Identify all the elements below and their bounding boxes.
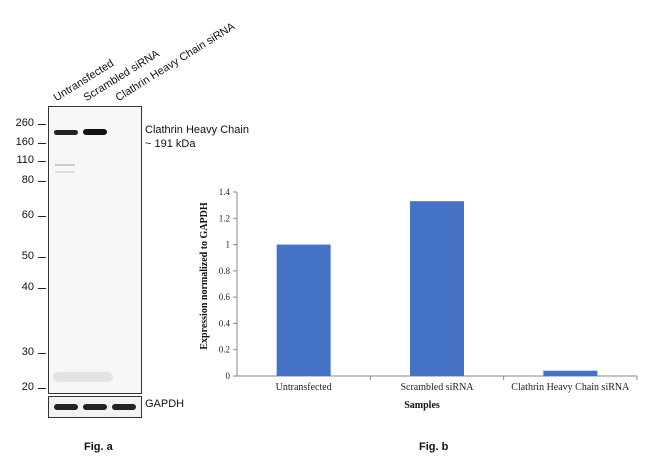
bar-1 [410, 201, 464, 376]
gapdh-band-3 [112, 404, 136, 410]
x-tick-label-0: Untransfected [276, 382, 332, 393]
mw-110-tick [38, 161, 46, 162]
gapdh-label: GAPDH [145, 398, 185, 410]
blot-membrane [48, 106, 142, 394]
faint-band-1 [55, 164, 75, 166]
mw-60: 60 [21, 209, 34, 221]
band-lane-1 [54, 130, 78, 135]
y-tick-label-4: 0.8 [219, 266, 231, 276]
gapdh-band-1 [54, 404, 78, 410]
gapdh-band-2 [83, 404, 107, 410]
y-tick-label-5: 1 [226, 240, 231, 250]
band-lane-2 [83, 129, 107, 135]
mw-20: 20 [21, 381, 34, 393]
x-tick-label-2: Clathrin Heavy Chain siRNA [511, 382, 630, 393]
y-tick-label-0: 0 [226, 371, 231, 381]
mw-80: 80 [21, 174, 34, 186]
y-tick-label-3: 0.6 [219, 292, 231, 302]
mw-30-tick [38, 353, 46, 354]
mw-50: 50 [21, 250, 34, 262]
dye-front [53, 372, 113, 382]
mw-50-tick [38, 257, 46, 258]
y-tick-label-6: 1.2 [219, 213, 230, 223]
mw-260: 260 [15, 117, 34, 129]
mw-40: 40 [21, 281, 34, 293]
fig-a-label: Fig. a [84, 441, 113, 453]
y-axis-title: Expression normalized to GAPDH [199, 202, 210, 350]
band-label-size: ~ 191 kDa [145, 138, 196, 150]
mw-30: 30 [21, 346, 34, 358]
y-tick-label-2: 0.4 [219, 318, 231, 328]
x-tick-label-1: Scrambled siRNA [400, 382, 474, 393]
mw-160-tick [38, 143, 46, 144]
fig-b-label: Fig. b [419, 441, 449, 453]
bar-2 [543, 370, 598, 376]
y-tick-label-7: 1.4 [219, 187, 231, 197]
mw-20-tick [38, 388, 46, 389]
x-axis-title: Samples [404, 400, 440, 411]
mw-80-tick [38, 181, 46, 182]
faint-band-2 [55, 171, 75, 173]
band-label-protein: Clathrin Heavy Chain [145, 124, 249, 136]
mw-60-tick [38, 216, 46, 217]
band-label: Clathrin Heavy Chain ~ 191 kDa [145, 123, 249, 151]
gapdh-strip [48, 396, 142, 418]
mw-160: 160 [15, 136, 34, 148]
mw-110: 110 [16, 154, 34, 166]
mw-260-tick [38, 124, 46, 125]
mw-40-tick [38, 288, 46, 289]
y-tick-label-1: 0.2 [219, 345, 230, 355]
bar-0 [276, 244, 331, 376]
